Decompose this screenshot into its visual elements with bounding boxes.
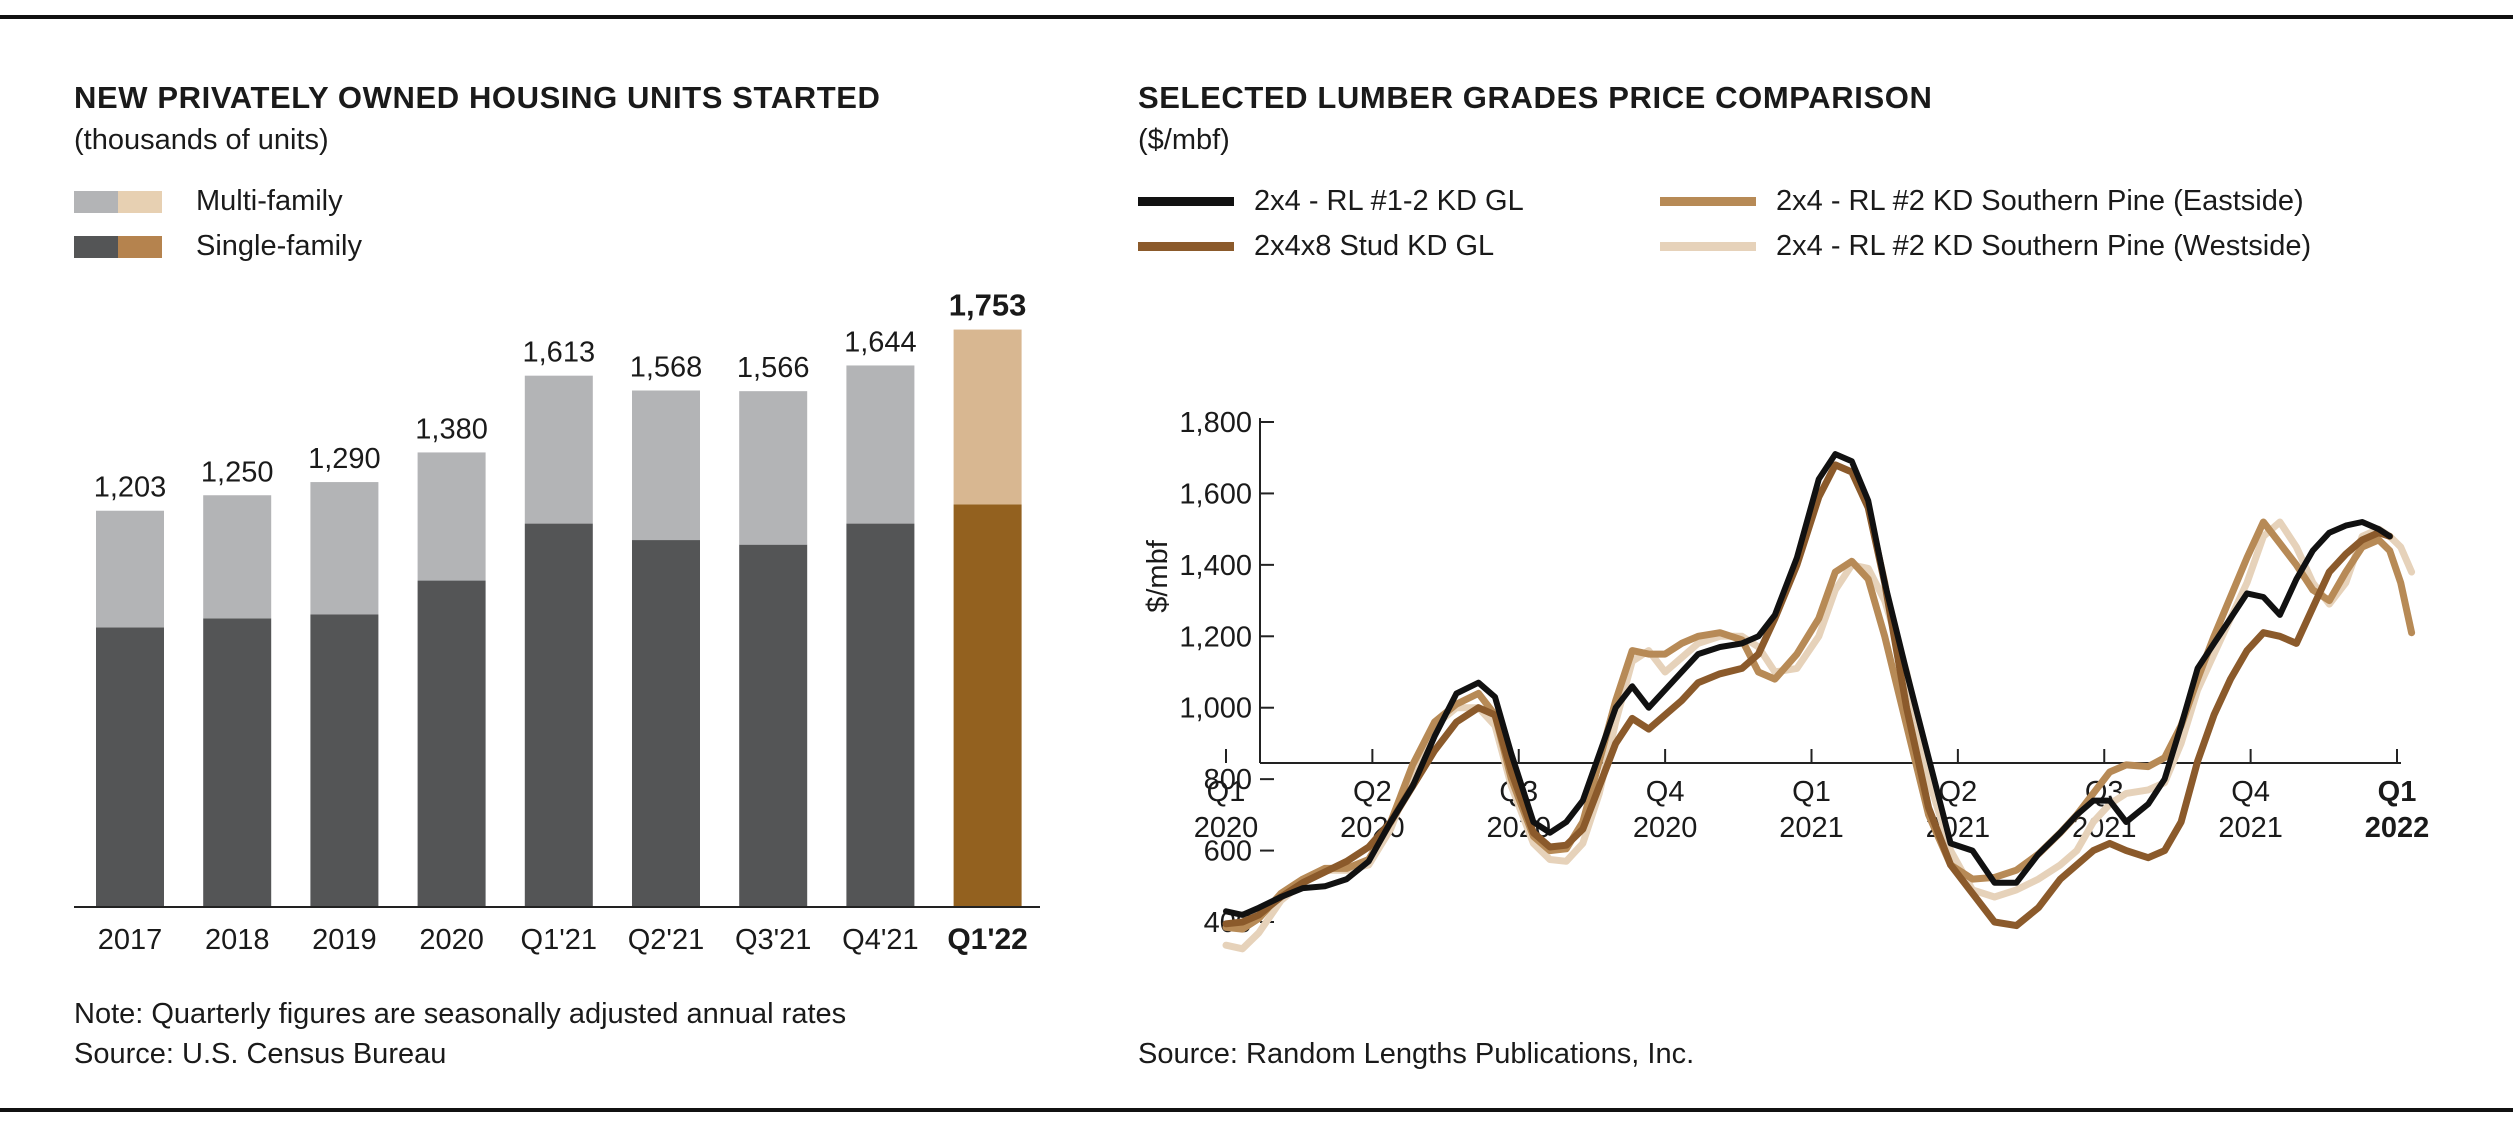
bar-multi-family-8 xyxy=(953,329,1022,505)
lumber-price-panel: SELECTED LUMBER GRADES PRICE COMPARISON … xyxy=(1138,80,2478,1080)
legend-item-single-family: Single-family xyxy=(74,230,362,263)
bar-total-label-5: 1,568 xyxy=(630,352,703,384)
bar-multi-family-6 xyxy=(739,391,808,545)
legend-item-multi-family: Multi-family xyxy=(74,185,343,218)
bar-single-family-2 xyxy=(310,614,379,907)
housing-starts-bar-chart: 1,203 2017 1,250 2018 1,290 2019 1,380 2020 1,61… xyxy=(74,288,1040,956)
legend-item-southern-pine-westside: 2x4 - RL #2 KD Southern Pine (Westside) xyxy=(1660,230,2311,263)
x-tick-label-year-3: 2020 xyxy=(1633,812,1698,844)
legend-label-multi-family: Multi-family xyxy=(196,185,343,217)
x-tick-label-year-8: 2022 xyxy=(2365,812,2430,844)
bar-multi-family-0 xyxy=(96,510,164,628)
bar-category-label-1: 2018 xyxy=(205,924,270,956)
x-tick-label-quarter-3: Q4 xyxy=(1646,776,1685,808)
bar-multi-family-3 xyxy=(417,452,486,581)
y-tick-label-7: 1,800 xyxy=(1179,407,1252,439)
bar-category-label-2: 2019 xyxy=(312,924,377,956)
x-tick-label-quarter-5: Q2 xyxy=(1939,776,1978,808)
legend-swatch-single-family-brown xyxy=(118,235,162,258)
lumber-source: Source: Random Lengths Publications, Inc… xyxy=(1138,1038,1695,1070)
bar-total-label-7: 1,644 xyxy=(844,326,917,358)
legend-label-stud-kd-gl: 2x4x8 Stud KD GL xyxy=(1254,230,1495,262)
bar-total-label-1: 1,250 xyxy=(201,456,274,488)
bar-multi-family-4 xyxy=(524,375,593,524)
bar-category-label-3: 2020 xyxy=(419,924,484,956)
legend-item-stud-kd-gl: 2x4x8 Stud KD GL xyxy=(1138,230,1494,263)
legend-line-southern-pine-westside xyxy=(1660,242,1756,251)
y-axis-label: $/mbf xyxy=(1142,539,1174,612)
bar-single-family-8 xyxy=(953,504,1022,907)
legend-swatch-single-family-gray xyxy=(74,235,118,258)
bar-total-label-4: 1,613 xyxy=(523,337,596,369)
bar-category-label-4: Q1'21 xyxy=(521,924,597,956)
housing-source: Source: U.S. Census Bureau xyxy=(74,1038,447,1070)
x-tick-label-year-4: 2021 xyxy=(1779,812,1844,844)
legend-label-single-family: Single-family xyxy=(196,230,362,262)
legend-label-southern-pine-eastside: 2x4 - RL #2 KD Southern Pine (Eastside) xyxy=(1776,185,2304,217)
legend-swatch-multi-family-gray xyxy=(74,190,118,213)
bar-multi-family-7 xyxy=(846,365,915,524)
y-tick-label-2: 800 xyxy=(1204,764,1252,796)
legend-line-stud-kd-gl xyxy=(1138,242,1234,251)
bar-total-label-3: 1,380 xyxy=(415,413,488,445)
bar-category-label-7: Q4'21 xyxy=(842,924,918,956)
housing-chart-title: NEW PRIVATELY OWNED HOUSING UNITS STARTE… xyxy=(74,80,881,115)
legend-item-southern-pine-eastside: 2x4 - RL #2 KD Southern Pine (Eastside) xyxy=(1660,185,2304,218)
series-line-eastside xyxy=(1222,518,2416,933)
legend-swatch-multi-family-tan xyxy=(118,190,162,213)
series-line-rl-1-2 xyxy=(1223,451,2393,918)
bar-multi-family-2 xyxy=(310,482,379,615)
bar-category-label-5: Q2'21 xyxy=(628,924,704,956)
legend-label-rl-1-2-kd-gl: 2x4 - RL #1-2 KD GL xyxy=(1254,185,1524,217)
bar-total-label-6: 1,566 xyxy=(737,352,810,384)
y-tick-label-3: 1,000 xyxy=(1179,693,1252,725)
bar-single-family-1 xyxy=(203,618,272,907)
bar-total-label-0: 1,203 xyxy=(94,472,167,504)
bar-category-label-0: 2017 xyxy=(98,924,163,956)
bar-single-family-7 xyxy=(846,523,915,907)
legend-line-rl-1-2-kd-gl xyxy=(1138,197,1234,206)
legend-label-southern-pine-westside: 2x4 - RL #2 KD Southern Pine (Westside) xyxy=(1776,230,2312,262)
bar-total-label-8: 1,753 xyxy=(949,288,1027,323)
bar-single-family-6 xyxy=(739,544,808,907)
bar-multi-family-1 xyxy=(203,495,272,619)
housing-starts-panel: NEW PRIVATELY OWNED HOUSING UNITS STARTE… xyxy=(74,80,1054,1080)
bar-category-label-6: Q3'21 xyxy=(735,924,811,956)
y-tick-label-6: 1,600 xyxy=(1179,478,1252,510)
bar-multi-family-5 xyxy=(632,390,700,541)
bar-single-family-3 xyxy=(417,580,486,907)
x-tick-label-year-0: 2020 xyxy=(1194,812,1259,844)
bar-total-label-2: 1,290 xyxy=(308,443,381,475)
bottom-rule xyxy=(0,1108,2513,1112)
x-tick-label-quarter-7: Q4 xyxy=(2231,776,2270,808)
legend-line-southern-pine-eastside xyxy=(1660,197,1756,206)
series-line-stud xyxy=(1222,461,2394,930)
lumber-chart-title: SELECTED LUMBER GRADES PRICE COMPARISON xyxy=(1138,80,1933,115)
bar-category-label-8: Q1'22 xyxy=(947,923,1028,956)
housing-chart-subtitle: (thousands of units) xyxy=(74,124,329,156)
y-tick-label-5: 1,400 xyxy=(1179,550,1252,582)
housing-note: Note: Quarterly figures are seasonally a… xyxy=(74,998,847,1030)
y-tick-label-1: 600 xyxy=(1204,836,1252,868)
legend-item-rl-1-2-kd-gl: 2x4 - RL #1-2 KD GL xyxy=(1138,185,1524,218)
lumber-price-line-chart: 4006008001,0001,2001,4001,6001,800$/mbfQ… xyxy=(1142,407,2430,953)
bar-single-family-5 xyxy=(632,540,700,907)
top-rule xyxy=(0,15,2513,19)
x-tick-label-quarter-8: Q1 xyxy=(2378,776,2417,808)
lumber-chart-subtitle: ($/mbf) xyxy=(1138,124,1230,156)
x-tick-label-quarter-4: Q1 xyxy=(1792,776,1831,808)
x-tick-label-quarter-0: Q1 xyxy=(1207,776,1246,808)
bar-single-family-4 xyxy=(524,523,593,907)
x-tick-label-year-7: 2021 xyxy=(2218,812,2283,844)
x-tick-label-quarter-1: Q2 xyxy=(1353,776,1392,808)
bar-single-family-0 xyxy=(96,627,164,907)
y-tick-label-4: 1,200 xyxy=(1179,621,1252,653)
